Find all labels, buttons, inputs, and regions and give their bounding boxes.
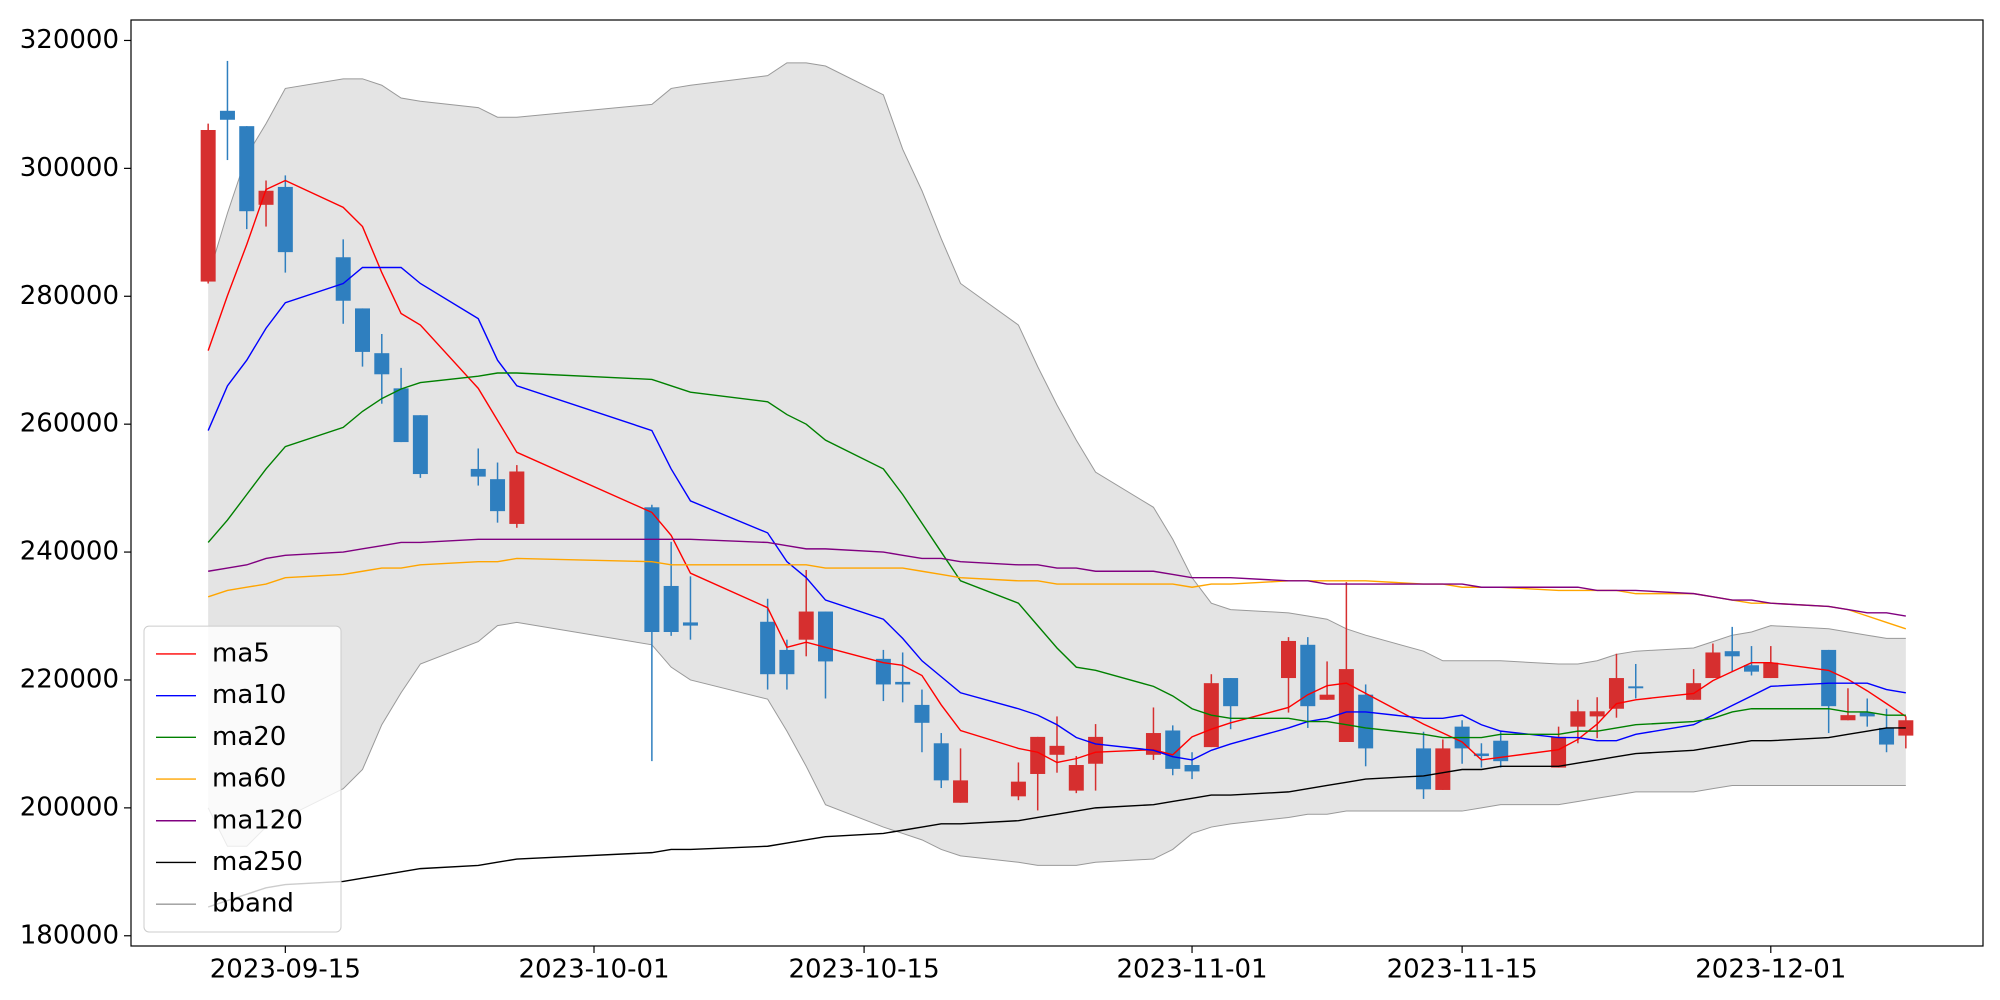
- candle-body: [1319, 694, 1335, 700]
- y-tick-label: 180000: [20, 920, 119, 950]
- candle-body: [1859, 712, 1875, 717]
- candle-body: [1088, 736, 1104, 764]
- legend-label: ma250: [212, 847, 303, 877]
- candle-body: [1493, 740, 1509, 762]
- candle-body: [1338, 669, 1354, 742]
- candle-body: [1744, 665, 1759, 672]
- candle-body: [1589, 711, 1605, 717]
- legend-label: ma120: [212, 805, 303, 835]
- y-tick-label: 220000: [20, 664, 119, 694]
- plot-frame: [130, 19, 1984, 947]
- candle-body: [1184, 765, 1200, 772]
- candle-body: [1840, 715, 1856, 721]
- candle-body: [895, 681, 911, 685]
- bband-fill: [208, 62, 1906, 866]
- candle-body: [1281, 640, 1296, 679]
- candle-body: [1473, 753, 1489, 757]
- candle-body: [200, 129, 216, 282]
- candle-body: [277, 186, 293, 253]
- candle-body: [1879, 727, 1895, 745]
- ma-line: [207, 372, 1906, 739]
- candle-body: [1049, 745, 1065, 755]
- legend-label: bband: [212, 889, 294, 919]
- x-tick-label: 2023-09-15: [210, 955, 361, 985]
- candle-body: [509, 471, 525, 524]
- y-tick-label: 300000: [20, 153, 119, 183]
- legend-box: [143, 625, 342, 933]
- legend-label: ma20: [212, 722, 286, 752]
- candle-body: [1686, 683, 1702, 700]
- candle-body: [779, 649, 795, 675]
- candle-body: [953, 780, 969, 803]
- candle-body: [1358, 694, 1374, 749]
- candle-body: [1724, 651, 1740, 657]
- y-tick-label: 200000: [20, 792, 119, 822]
- x-tick-label: 2023-12-01: [1695, 955, 1846, 985]
- candle-body: [1608, 678, 1624, 709]
- candle-body: [1628, 686, 1644, 689]
- x-tick-label: 2023-10-01: [518, 955, 669, 985]
- x-tick-label: 2023-10-15: [789, 955, 940, 985]
- ma-line: [207, 266, 1906, 761]
- candle-body: [490, 479, 506, 512]
- ma-line: [207, 727, 1906, 908]
- ma-line: [207, 557, 1907, 630]
- candle-body: [663, 585, 679, 633]
- ma-line: [208, 538, 1906, 617]
- candle-body: [1435, 748, 1451, 790]
- candle-body: [1898, 720, 1914, 736]
- candle-body: [933, 743, 949, 781]
- x-tick-label: 2023-11-15: [1387, 955, 1538, 985]
- candle-body: [875, 658, 891, 685]
- candle-body: [818, 611, 833, 662]
- y-tick-label: 240000: [20, 537, 119, 567]
- legend-label: ma5: [212, 638, 270, 668]
- candle-body: [644, 507, 660, 633]
- candle-body: [1030, 736, 1046, 774]
- candle-body: [1763, 662, 1779, 679]
- candle-body: [914, 704, 930, 723]
- y-tick-label: 320000: [20, 25, 119, 55]
- candle-body: [682, 622, 698, 626]
- candle-body: [412, 415, 428, 475]
- candle-body: [1165, 730, 1181, 769]
- candle-body: [355, 308, 370, 352]
- x-tick-label: 2023-11-01: [1116, 955, 1267, 985]
- legend-label: ma60: [212, 764, 286, 794]
- candle-body: [798, 611, 814, 640]
- candle-body: [1416, 748, 1432, 790]
- candle-body: [1551, 736, 1567, 768]
- candle-body: [1010, 781, 1026, 797]
- candle-body: [374, 353, 390, 375]
- candle-body: [1570, 711, 1586, 727]
- legend: ma5 ma10 ma20 ma60 ma120 ma250 bband: [143, 625, 342, 933]
- candle-body: [239, 126, 255, 212]
- candle-body: [1068, 765, 1084, 791]
- candle-body: [1821, 649, 1837, 707]
- candle-body: [219, 110, 235, 120]
- legend-label: ma10: [212, 680, 286, 710]
- bband-edge: [207, 621, 1906, 866]
- candle-body: [760, 621, 776, 675]
- candle-body: [1223, 678, 1239, 707]
- candle-body: [1300, 644, 1316, 707]
- candle-body: [470, 468, 486, 477]
- y-tick-label: 260000: [20, 409, 119, 439]
- y-tick-label: 280000: [20, 281, 119, 311]
- candle-body: [393, 388, 409, 443]
- bband-edge: [207, 62, 1906, 665]
- candle-body: [335, 257, 351, 301]
- candle-body: [1705, 652, 1721, 679]
